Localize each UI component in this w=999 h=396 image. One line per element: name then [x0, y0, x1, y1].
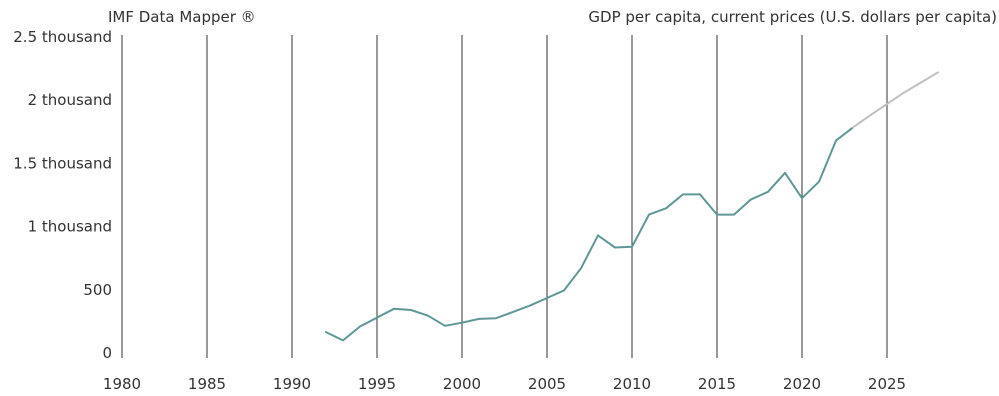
x-tick-label: 1980 [103, 375, 141, 393]
y-tick-label: 500 [83, 281, 112, 299]
x-axis: 1980 1985 1990 1995 2000 2005 2010 2015 2020 2025 [103, 375, 906, 393]
data-point [800, 196, 805, 201]
data-point [919, 80, 924, 85]
data-point [477, 316, 482, 321]
data-point [528, 303, 533, 308]
x-tick-label: 1985 [188, 375, 226, 393]
series [324, 70, 941, 343]
source-label: IMF Data Mapper ® [108, 8, 256, 26]
data-point [375, 315, 380, 320]
data-point [596, 233, 601, 238]
data-point [460, 320, 465, 325]
grid-lines [121, 35, 888, 358]
data-point [766, 189, 771, 194]
x-tick-label: 2000 [443, 375, 481, 393]
x-tick-label: 2005 [528, 375, 566, 393]
data-point [443, 323, 448, 328]
x-tick-label: 2020 [783, 375, 821, 393]
data-point [579, 266, 584, 271]
data-point [613, 245, 618, 250]
data-point [868, 113, 873, 118]
data-point [681, 192, 686, 197]
x-tick-label: 2015 [698, 375, 736, 393]
data-point [341, 338, 346, 343]
data-point [426, 313, 431, 318]
data-point [732, 212, 737, 217]
x-tick-label: 1990 [273, 375, 311, 393]
data-point [511, 309, 516, 314]
data-point [562, 288, 567, 293]
y-axis: 0 500 1 thousand 1.5 thousand 2 thousand 2.5 … [13, 28, 112, 362]
data-point [936, 70, 941, 75]
data-point [664, 206, 669, 211]
data-point [851, 125, 856, 130]
data-point [409, 308, 414, 313]
y-tick-label: 1 thousand [28, 218, 112, 236]
data-point [545, 296, 550, 301]
data-point [902, 90, 907, 95]
data-point [715, 212, 720, 217]
series-line-projection [852, 71, 939, 129]
data-point [817, 179, 822, 184]
data-point [324, 330, 329, 335]
x-tick-label: 2010 [613, 375, 651, 393]
data-point [834, 138, 839, 143]
data-point [392, 306, 397, 311]
data-point [698, 192, 703, 197]
y-tick-label: 2 thousand [28, 91, 112, 109]
data-point [358, 324, 363, 329]
y-tick-label: 0 [102, 344, 112, 362]
data-point [885, 101, 890, 106]
data-point [494, 316, 499, 321]
data-point [630, 244, 635, 249]
chart-title: GDP per capita, current prices (U.S. dol… [588, 8, 997, 26]
data-point [783, 170, 788, 175]
x-tick-label: 2025 [868, 375, 906, 393]
y-tick-label: 1.5 thousand [13, 154, 112, 172]
data-point [749, 197, 754, 202]
data-point [647, 212, 652, 217]
series-line-actual [325, 126, 854, 342]
y-tick-label: 2.5 thousand [13, 28, 112, 46]
x-tick-label: 1995 [358, 375, 396, 393]
